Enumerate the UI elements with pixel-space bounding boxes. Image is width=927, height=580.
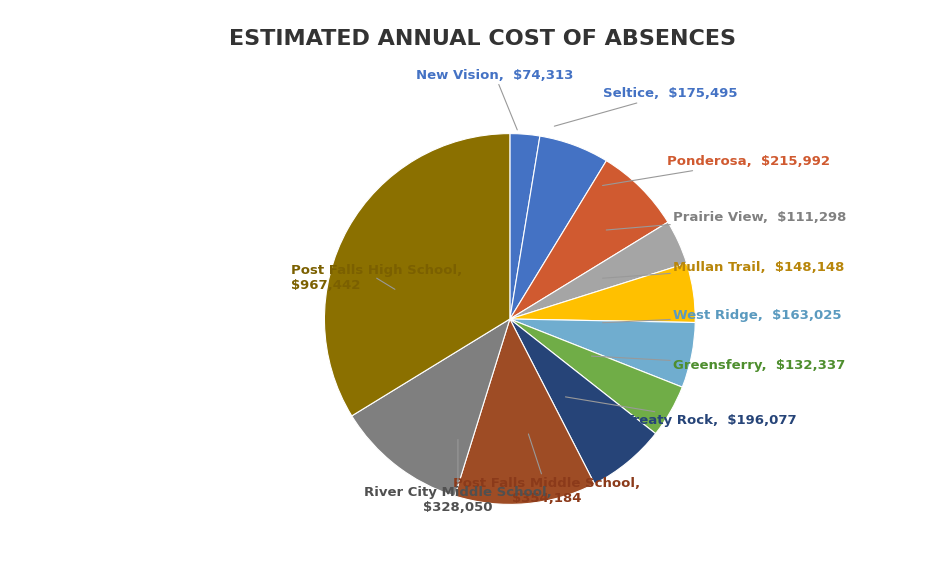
Text: Treaty Rock,  $196,077: Treaty Rock, $196,077 [565, 397, 796, 427]
Wedge shape [510, 263, 695, 322]
Text: ESTIMATED ANNUAL COST OF ABSENCES: ESTIMATED ANNUAL COST OF ABSENCES [229, 29, 735, 49]
Wedge shape [455, 319, 594, 505]
Wedge shape [510, 319, 695, 387]
Wedge shape [510, 136, 606, 319]
Wedge shape [510, 319, 682, 434]
Wedge shape [510, 161, 668, 319]
Wedge shape [510, 319, 655, 484]
Text: Greensferry,  $132,337: Greensferry, $132,337 [591, 356, 845, 372]
Text: Prairie View,  $111,298: Prairie View, $111,298 [606, 211, 846, 230]
Text: Seltice,  $175,495: Seltice, $175,495 [554, 87, 737, 126]
Text: River City Middle School,
$328,050: River City Middle School, $328,050 [364, 440, 552, 514]
Text: Post Falls Middle School,
$354,184: Post Falls Middle School, $354,184 [453, 434, 641, 505]
Text: New Vision,  $74,313: New Vision, $74,313 [416, 68, 574, 130]
Text: Ponderosa,  $215,992: Ponderosa, $215,992 [603, 155, 831, 186]
Wedge shape [510, 222, 687, 319]
Wedge shape [510, 133, 540, 319]
Text: Post Falls High School,
$967,442: Post Falls High School, $967,442 [291, 264, 463, 292]
Wedge shape [351, 319, 510, 496]
Wedge shape [324, 133, 510, 416]
Text: Mullan Trail,  $148,148: Mullan Trail, $148,148 [603, 260, 844, 278]
Text: West Ridge,  $163,025: West Ridge, $163,025 [603, 309, 842, 322]
